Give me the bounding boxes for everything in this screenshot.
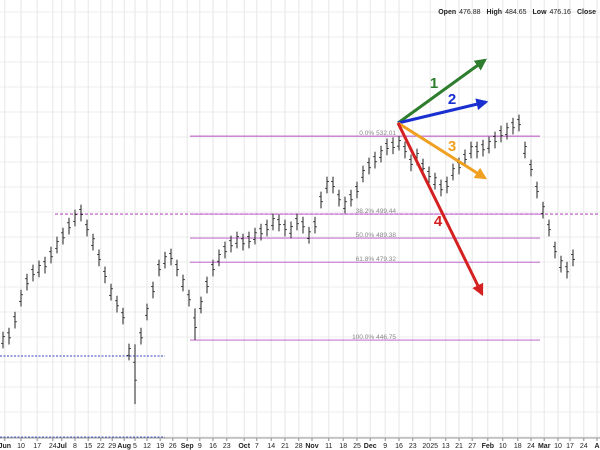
fib-label: 0.0% 532.01 bbox=[359, 130, 396, 137]
x-tick-label: 24 bbox=[580, 443, 588, 450]
x-tick-label: 19 bbox=[156, 443, 164, 450]
price-bars bbox=[1, 114, 575, 405]
x-tick-label: 21 bbox=[455, 443, 463, 450]
x-tick-label: 2025 bbox=[422, 443, 438, 450]
x-tick-label: 14 bbox=[267, 443, 275, 450]
x-tick-label: 18 bbox=[514, 443, 522, 450]
header-value: 476.16 bbox=[550, 9, 572, 16]
header-value: 476.88 bbox=[459, 9, 481, 16]
arrow bbox=[397, 98, 489, 125]
fib-value: 489.38 bbox=[376, 232, 396, 239]
x-tick-label: 10 bbox=[17, 443, 25, 450]
x-tick-label: 12 bbox=[143, 443, 151, 450]
x-tick-label: 11 bbox=[325, 443, 332, 450]
x-tick-label: 21 bbox=[281, 443, 289, 450]
x-tick-label: Aug bbox=[117, 443, 131, 450]
x-tick-label: 9 bbox=[383, 443, 387, 450]
x-tick-label: 18 bbox=[339, 443, 347, 450]
fib-pct: 100.0% bbox=[352, 334, 374, 341]
fib-value: 532.01 bbox=[376, 130, 396, 137]
fib-label: 50.0% 489.38 bbox=[356, 232, 397, 239]
x-tick-label: 29 bbox=[108, 443, 116, 450]
fib-pct: 61.8% bbox=[356, 256, 375, 263]
x-tick-label: A bbox=[594, 443, 599, 450]
fib-pct: 38.2% bbox=[356, 208, 375, 215]
x-tick-label: 16 bbox=[209, 443, 217, 450]
arrow bbox=[397, 121, 488, 180]
arrow-label: 2 bbox=[448, 91, 456, 108]
x-tick-label: 16 bbox=[395, 443, 403, 450]
arrow bbox=[397, 58, 487, 125]
fib-label: 61.8% 479.32 bbox=[356, 256, 397, 263]
x-tick-label: 24 bbox=[49, 443, 57, 450]
x-tick-label: 17 bbox=[566, 443, 574, 450]
arrow bbox=[396, 122, 484, 297]
header: Open 476.88 High 484.65 Low 476.16 Close bbox=[438, 9, 596, 16]
x-tick-label: 27 bbox=[468, 443, 476, 450]
x-tick-label: 28 bbox=[295, 443, 303, 450]
x-tick-label: Oct bbox=[238, 443, 250, 450]
x-tick-label: 15 bbox=[84, 443, 92, 450]
x-tick-label: 23 bbox=[223, 443, 231, 450]
x-tick-label: 26 bbox=[169, 443, 177, 450]
x-axis: Jun 10 17 24 Jul 8 15 22 29 Aug 5 12 19 26 Sep 9 16 23 Oct… bbox=[0, 437, 600, 450]
fib-pct: 50.0% bbox=[356, 232, 375, 239]
fib-value: 446.75 bbox=[376, 334, 396, 341]
x-tick-label: 23 bbox=[409, 443, 417, 450]
x-tick-label: 7 bbox=[255, 443, 259, 450]
x-tick-label: 8 bbox=[73, 443, 77, 450]
x-tick-label: 9 bbox=[198, 443, 202, 450]
fib-pct: 0.0% bbox=[359, 130, 374, 137]
fib-value: 499.44 bbox=[376, 208, 396, 215]
x-tick-label: Dec bbox=[364, 443, 377, 450]
arrow-label: 3 bbox=[448, 138, 456, 155]
fib-value: 479.32 bbox=[376, 256, 396, 263]
annotations: 12 3 4 bbox=[396, 58, 489, 297]
header-label: Open bbox=[438, 9, 456, 16]
x-tick-label: Jul bbox=[57, 443, 67, 450]
header-label: Close bbox=[577, 9, 596, 16]
header-label: High bbox=[487, 9, 503, 16]
arrow-label: 1 bbox=[430, 75, 438, 92]
x-tick-label: Jun bbox=[0, 443, 11, 450]
grid bbox=[0, 0, 600, 438]
levels: 0.0% 532.01 38.2% 499.44 50.0% 489.38 61.8% 479… bbox=[0, 130, 600, 438]
x-tick-label: 24 bbox=[527, 443, 535, 450]
x-tick-label: Sep bbox=[181, 443, 194, 450]
header-value: 484.65 bbox=[505, 9, 527, 16]
arrow-label: 4 bbox=[434, 213, 443, 230]
x-tick-label: Feb bbox=[482, 443, 494, 450]
x-tick-label: Nov bbox=[305, 443, 318, 450]
fib-label: 38.2% 499.44 bbox=[356, 208, 397, 215]
x-tick-label: 5 bbox=[133, 443, 137, 450]
x-tick-label: 10 bbox=[499, 443, 507, 450]
x-tick-label: 10 bbox=[554, 443, 562, 450]
x-tick-label: 13 bbox=[442, 443, 450, 450]
x-tick-label: 25 bbox=[353, 443, 361, 450]
x-tick-label: Mar bbox=[538, 443, 551, 450]
header-label: Low bbox=[533, 9, 548, 16]
x-tick-label: 17 bbox=[33, 443, 41, 450]
fib-label: 100.0% 446.75 bbox=[352, 334, 396, 341]
x-tick-label: 22 bbox=[97, 443, 105, 450]
